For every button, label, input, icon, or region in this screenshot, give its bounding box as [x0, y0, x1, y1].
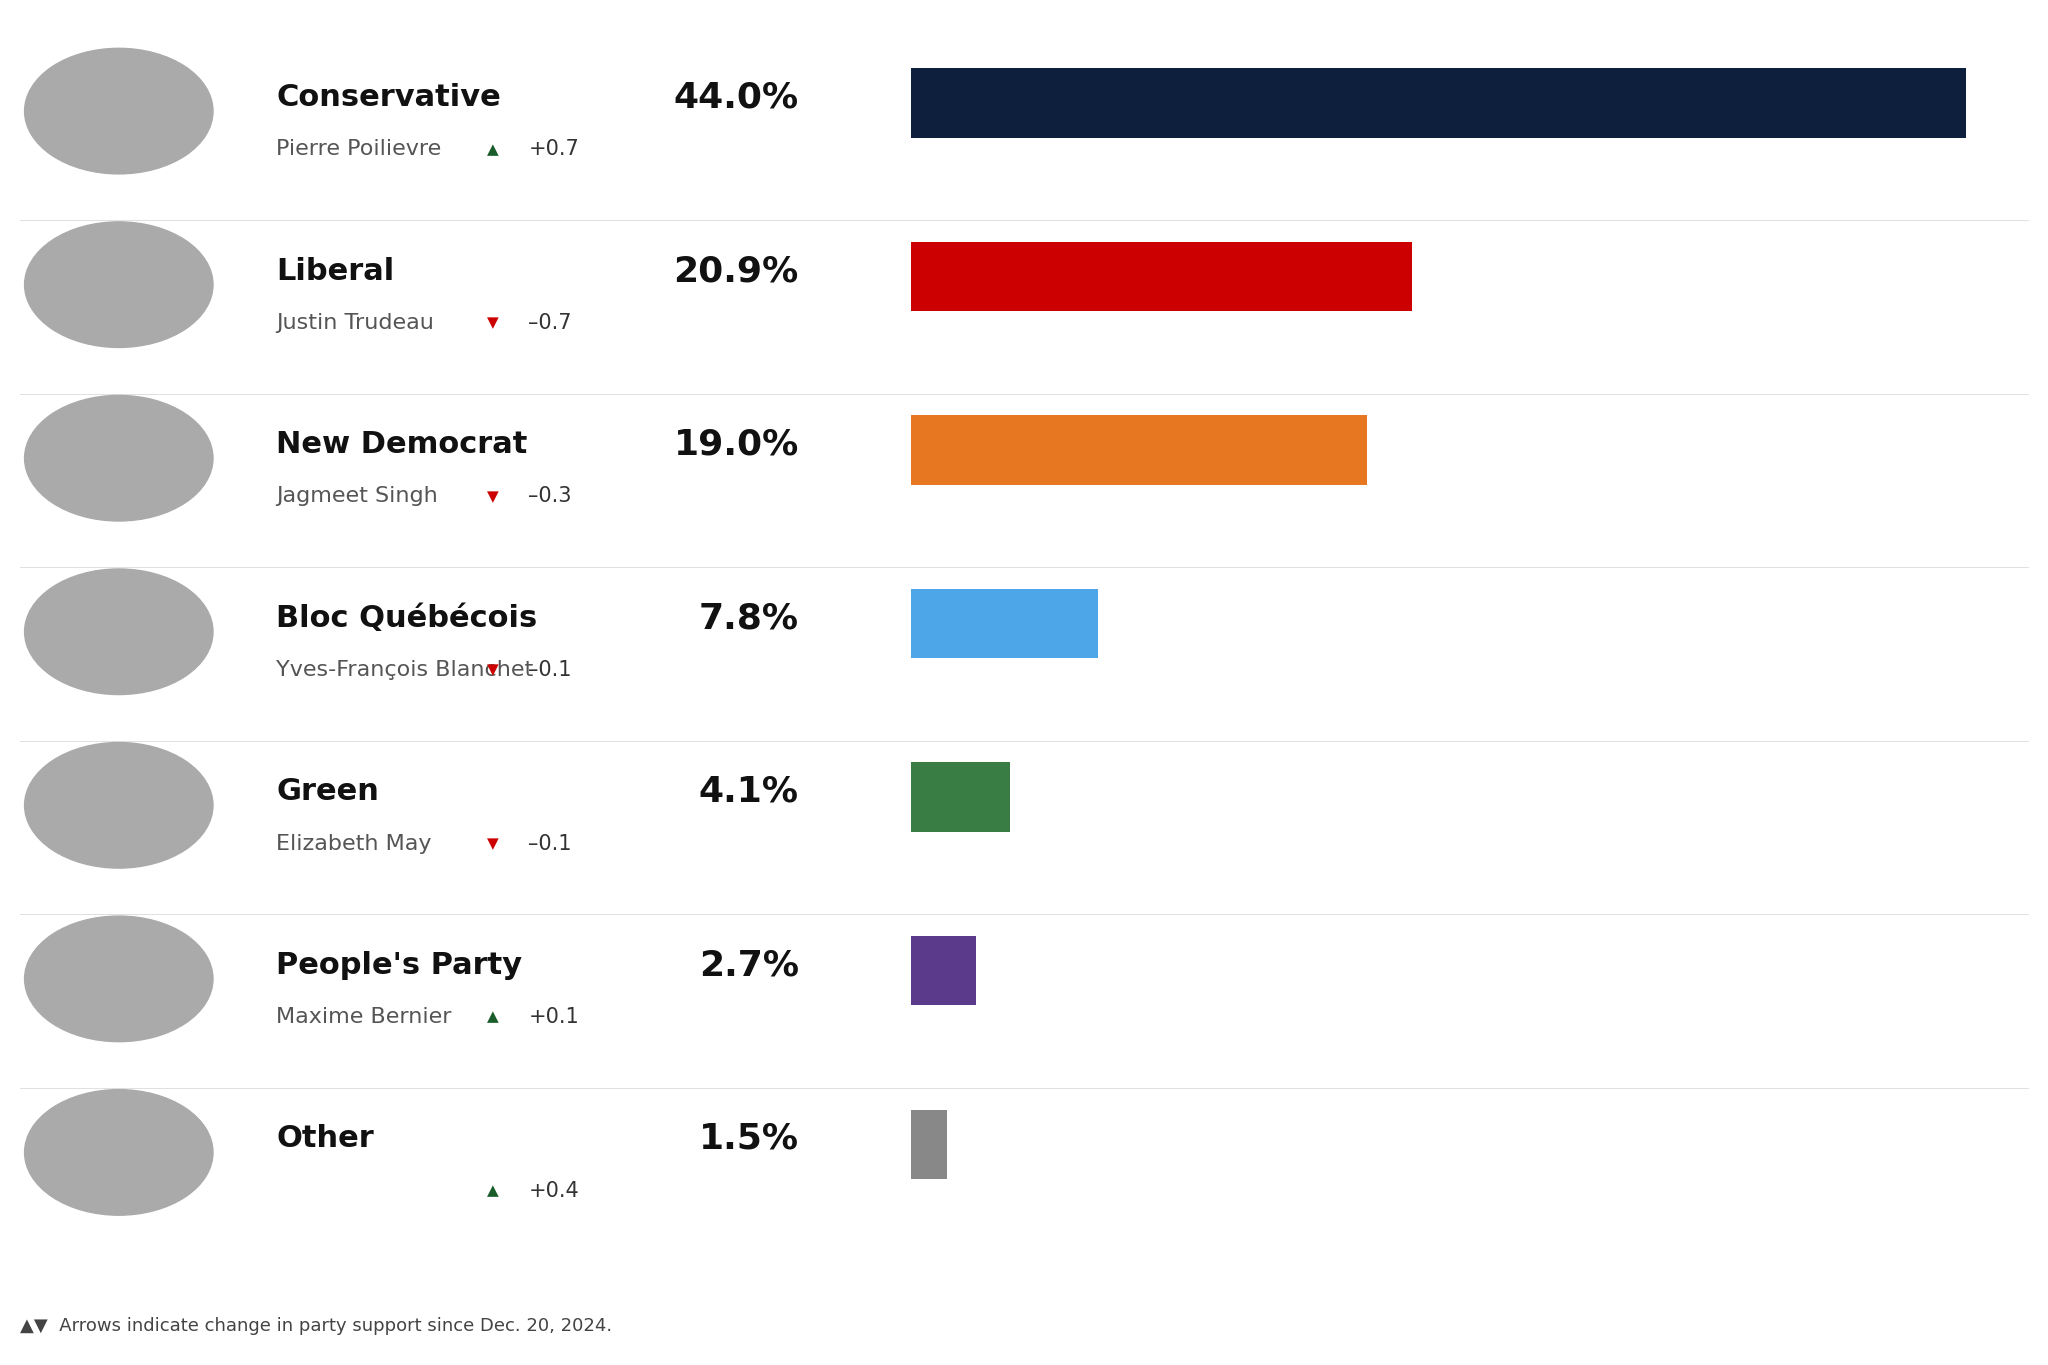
Text: 4.1%: 4.1%: [698, 775, 799, 808]
Text: –0.1: –0.1: [528, 834, 571, 853]
Text: ▲: ▲: [487, 142, 500, 157]
Circle shape: [25, 569, 213, 695]
Bar: [911, 1110, 948, 1179]
Text: ▼: ▼: [487, 662, 500, 677]
Bar: [911, 936, 977, 1006]
Text: Conservative: Conservative: [276, 83, 502, 112]
Text: –0.3: –0.3: [528, 486, 571, 506]
Bar: [911, 763, 1010, 831]
Text: +0.1: +0.1: [528, 1007, 580, 1026]
Circle shape: [25, 743, 213, 868]
Bar: [911, 68, 1966, 138]
Text: –0.1: –0.1: [528, 661, 571, 680]
Text: Elizabeth May: Elizabeth May: [276, 834, 432, 853]
Text: ▲: ▲: [487, 1010, 500, 1025]
Text: New Democrat: New Democrat: [276, 430, 528, 459]
Bar: [911, 588, 1098, 658]
Bar: [911, 415, 1366, 485]
Text: 1.5%: 1.5%: [698, 1122, 799, 1156]
Text: +0.4: +0.4: [528, 1181, 580, 1201]
Text: Maxime Bernier: Maxime Bernier: [276, 1007, 453, 1026]
Circle shape: [25, 1089, 213, 1215]
Text: 44.0%: 44.0%: [674, 81, 799, 115]
Text: ▼: ▼: [487, 489, 500, 504]
Text: +0.7: +0.7: [528, 139, 580, 160]
Circle shape: [25, 222, 213, 348]
Text: People's Party: People's Party: [276, 950, 522, 980]
Text: 19.0%: 19.0%: [674, 427, 799, 461]
Text: Justin Trudeau: Justin Trudeau: [276, 313, 434, 333]
Circle shape: [25, 916, 213, 1041]
Text: Pierre Poilievre: Pierre Poilievre: [276, 139, 442, 160]
Text: Liberal: Liberal: [276, 257, 395, 285]
Text: 20.9%: 20.9%: [674, 254, 799, 288]
Text: ▼: ▼: [487, 835, 500, 850]
Bar: [911, 242, 1413, 311]
Text: ▲: ▲: [487, 1183, 500, 1198]
Text: 2.7%: 2.7%: [698, 949, 799, 983]
Text: ▼: ▼: [487, 315, 500, 330]
Text: Other: Other: [276, 1125, 375, 1153]
Text: Green: Green: [276, 777, 379, 807]
Circle shape: [25, 396, 213, 521]
Text: ▲▼  Arrows indicate change in party support since Dec. 20, 2024.: ▲▼ Arrows indicate change in party suppo…: [20, 1317, 612, 1335]
Text: 7.8%: 7.8%: [698, 601, 799, 635]
Text: –0.7: –0.7: [528, 313, 571, 333]
Text: Jagmeet Singh: Jagmeet Singh: [276, 486, 438, 506]
Circle shape: [25, 48, 213, 173]
Text: Yves-François Blanchet: Yves-François Blanchet: [276, 661, 535, 680]
Text: Bloc Québécois: Bloc Québécois: [276, 603, 539, 632]
